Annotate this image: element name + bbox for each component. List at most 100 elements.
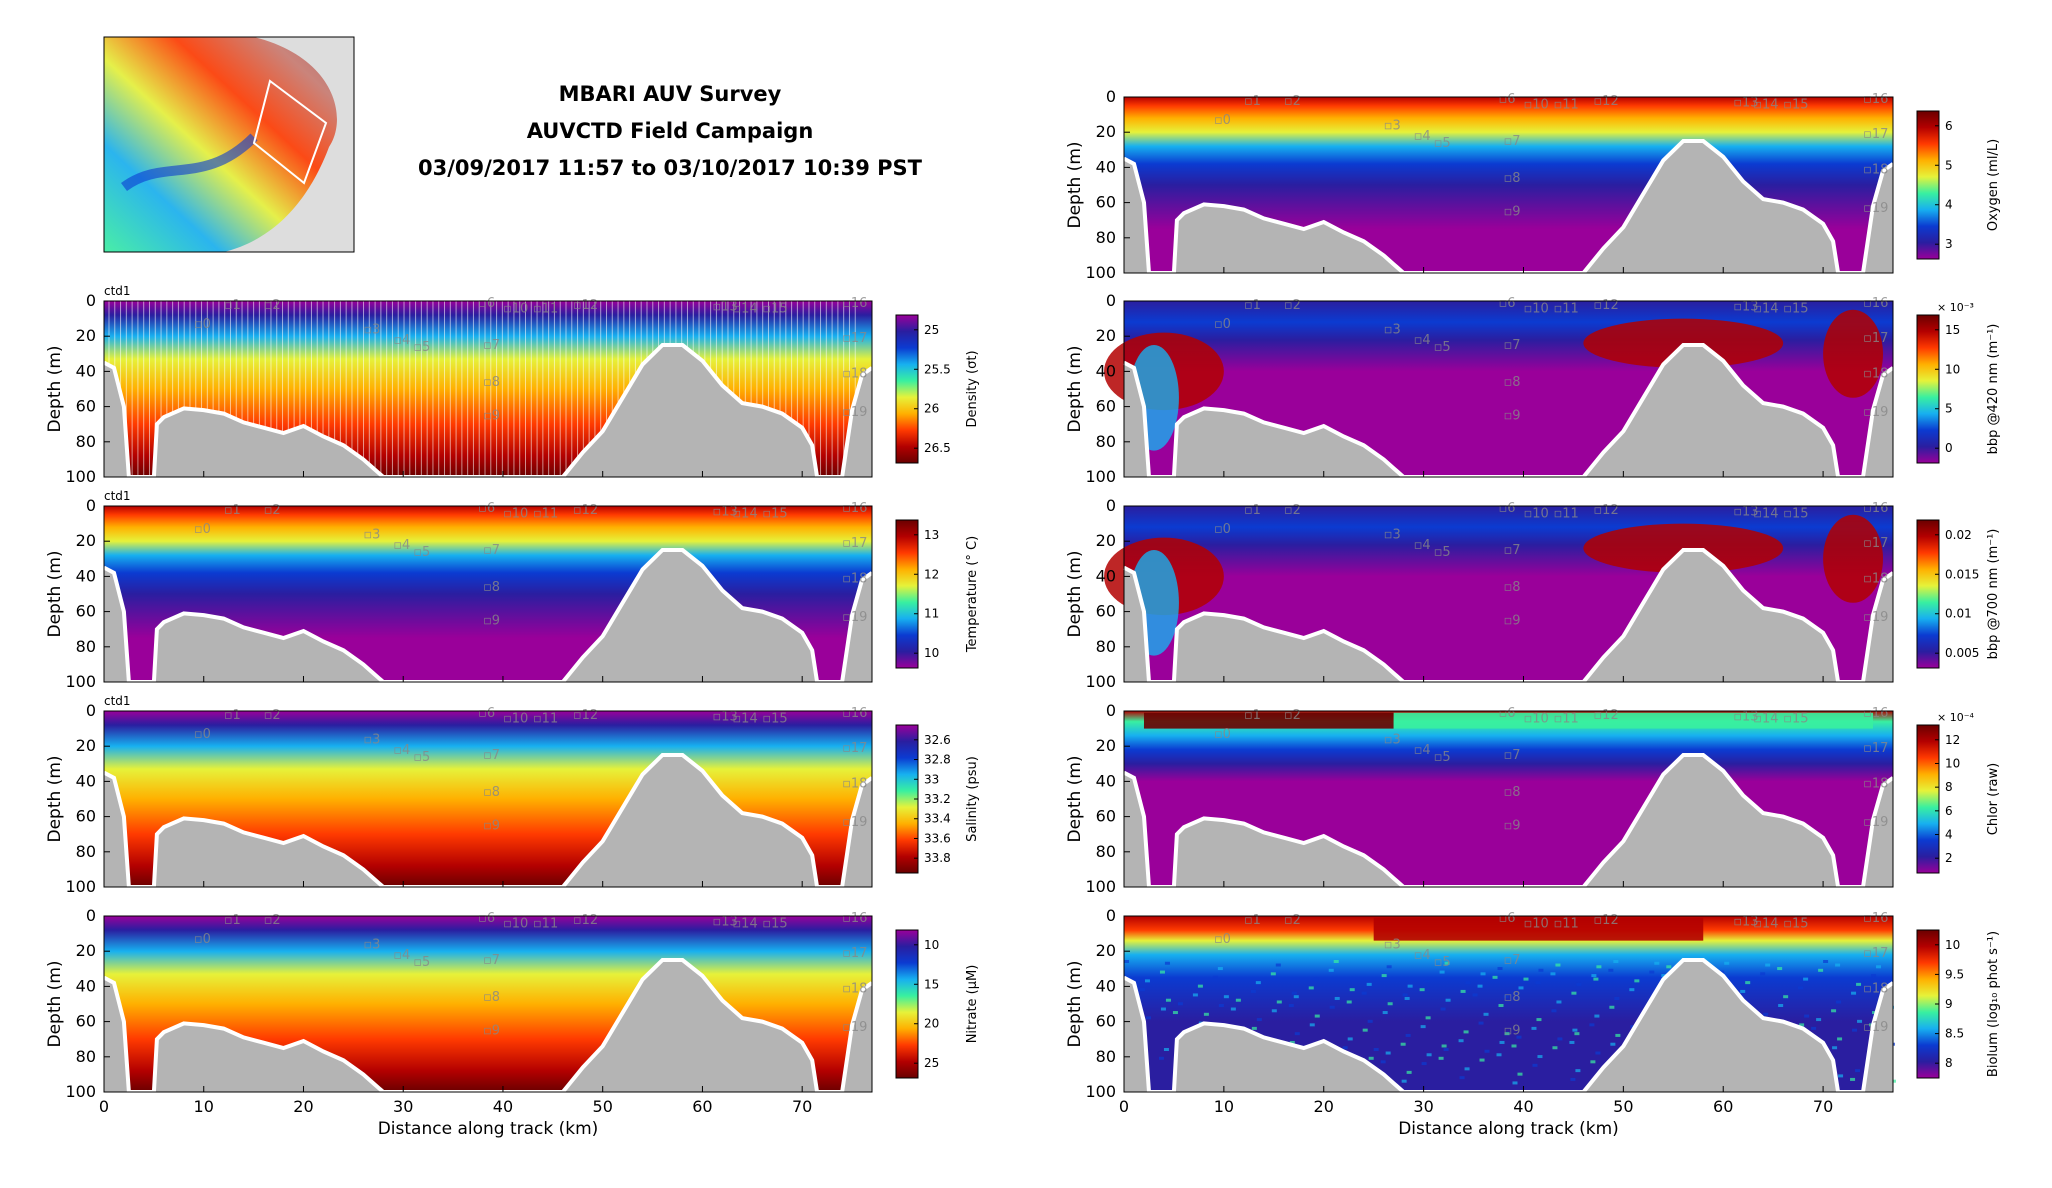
figure-title-line3: 03/09/2017 11:57 to 03/10/2017 10:39 PST xyxy=(417,156,923,180)
station-label: ▫6 xyxy=(1499,911,1516,926)
colorbar-tick-label: 9.5 xyxy=(1945,967,1964,981)
y-tick-label: 100 xyxy=(1085,672,1116,691)
station-label: ▫15 xyxy=(1783,301,1808,316)
station-label: ▫13 xyxy=(712,300,737,315)
station-label: ▫8 xyxy=(1504,580,1521,595)
colorbar-tick-label: 2 xyxy=(1945,851,1953,865)
y-tick-label: 20 xyxy=(1096,736,1116,755)
station-label: ▫9 xyxy=(1504,819,1521,834)
station-label: ▫9 xyxy=(1504,409,1521,424)
station-label: ▫7 xyxy=(1504,338,1521,353)
station-label: ▫13 xyxy=(1733,96,1758,111)
station-label: ▫13 xyxy=(1733,300,1758,315)
y-tick-label: 60 xyxy=(76,807,96,826)
station-label: ▫18 xyxy=(842,366,867,381)
colorbar-tick-label: 6 xyxy=(1945,804,1953,818)
x-tick-label: 40 xyxy=(493,1097,513,1116)
station-label: ▫2 xyxy=(264,708,281,723)
colorbar-tick-label: 33.6 xyxy=(924,831,951,845)
station-label: ▫19 xyxy=(1863,405,1888,420)
station-label: ▫1 xyxy=(224,708,241,723)
station-label: ▫0 xyxy=(1214,522,1231,537)
station-label: ▫12 xyxy=(573,503,598,518)
y-tick-label: 0 xyxy=(1106,87,1116,106)
station-label: ▫11 xyxy=(1553,916,1578,931)
oxygen-colorbar-label: Oxygen (ml/L) xyxy=(1986,139,2001,231)
y-tick-label: 80 xyxy=(1096,432,1116,451)
colorbar-tick-label: 9 xyxy=(1945,997,1953,1011)
y-tick-label: 40 xyxy=(1096,157,1116,176)
y-tick-label: 20 xyxy=(76,326,96,345)
station-label: ▫2 xyxy=(1284,708,1301,723)
bathymetry-inset-map xyxy=(103,36,355,253)
station-label: ▫0 xyxy=(194,317,211,332)
y-tick-label: 60 xyxy=(1096,1012,1116,1031)
biolum-colorbar-label: Biolum (log₁₀ phot s⁻¹) xyxy=(1986,931,2001,1077)
bbp700-seafloor xyxy=(1124,550,1893,682)
y-tick-label: 20 xyxy=(1096,531,1116,550)
y-tick-label: 80 xyxy=(76,842,96,861)
colorbar-tick-label: 10 xyxy=(924,938,939,952)
station-label: ▫7 xyxy=(1504,543,1521,558)
station-label: ▫7 xyxy=(1504,953,1521,968)
x-tick-label: 40 xyxy=(1513,1097,1533,1116)
colorbar-tick-label: 0.005 xyxy=(1945,646,1979,660)
station-label: ▫7 xyxy=(1504,748,1521,763)
station-label: ▫9 xyxy=(1504,1024,1521,1039)
station-label: ▫0 xyxy=(1214,113,1231,128)
station-label: ▫1 xyxy=(224,503,241,518)
colorbar-tick-label: 10 xyxy=(1945,362,1960,376)
station-label: ▫19 xyxy=(842,405,867,420)
station-label: ▫17 xyxy=(1863,741,1888,756)
station-label: ▫15 xyxy=(1783,97,1808,112)
x-tick-label: 30 xyxy=(393,1097,413,1116)
chlor-colorbar xyxy=(1916,724,1940,874)
station-label: ▫6 xyxy=(1499,92,1516,107)
station-label: ▫2 xyxy=(1284,94,1301,109)
colorbar-tick-label: 3 xyxy=(1945,237,1953,251)
panel-biolum: ▫1 ▫2 ▫3 ▫4 ▫5 ▫6 ▫7 ▫8 ▫9 ▫10 ▫11 ▫12 ▫13▫14 ▫15 ▫16 ▫… xyxy=(1065,906,2001,1139)
station-label: ▫13 xyxy=(712,505,737,520)
station-label: ▫18 xyxy=(1863,981,1888,996)
y-tick-label: 80 xyxy=(1096,637,1116,656)
x-tick-label: 0 xyxy=(99,1097,109,1116)
salinity-colorbar-label: Salinity (psu) xyxy=(965,756,980,842)
colorbar-tick-label: 0.02 xyxy=(1945,528,1972,542)
bbp700-colorbar xyxy=(1916,519,1940,669)
station-label: ▫3 xyxy=(363,732,380,747)
station-label: ▫3 xyxy=(363,527,380,542)
y-axis-label: Depth (m) xyxy=(45,345,65,432)
colorbar-tick-label: 32.8 xyxy=(924,753,951,767)
station-label: ▫12 xyxy=(1593,298,1618,313)
station-label: ▫9 xyxy=(483,409,500,424)
station-label: ▫18 xyxy=(842,776,867,791)
colorbar-tick-label: 25 xyxy=(924,1056,939,1070)
station-label: ▫8 xyxy=(483,580,500,595)
station-label: ▫11 xyxy=(1553,711,1578,726)
bbp420-colorbar xyxy=(1916,314,1940,464)
colorbar-tick-label: 4 xyxy=(1945,198,1953,212)
station-label: ▫2 xyxy=(264,503,281,518)
station-label: ▫19 xyxy=(1863,1020,1888,1035)
y-tick-label: 100 xyxy=(1085,263,1116,282)
panel-salinity: ▫1 ▫2 ▫3 ▫4 ▫5 ▫6 ▫7 ▫8 ▫9 ▫10 ▫11 ▫12 ▫13▫14 ▫15 ▫16 ▫… xyxy=(45,694,980,896)
station-label: ▫9 xyxy=(483,1024,500,1039)
station-label: ▫4 xyxy=(1414,538,1431,553)
station-label: ▫2 xyxy=(264,298,281,313)
station-label: ▫16 xyxy=(1863,911,1888,926)
panel-bbp700: ▫1 ▫2 ▫3 ▫4 ▫5 ▫6 ▫7 ▫8 ▫9 ▫10 ▫11 ▫12 ▫13▫14 ▫15 ▫16 ▫… xyxy=(1065,496,2001,691)
station-label: ▫13 xyxy=(1733,915,1758,930)
colorbar-tick-label: 10 xyxy=(924,646,939,660)
colorbar-tick-label: 5 xyxy=(1945,158,1953,172)
station-label: ▫13 xyxy=(712,710,737,725)
temperature-colorbar-label: Temperature (° C) xyxy=(965,536,980,653)
x-tick-label: 50 xyxy=(593,1097,613,1116)
station-label: ▫7 xyxy=(483,543,500,558)
station-label: ▫3 xyxy=(1384,322,1401,337)
station-label: ▫12 xyxy=(1593,913,1618,928)
station-label: ▫5 xyxy=(413,340,430,355)
y-axis-label: Depth (m) xyxy=(45,550,65,637)
y-tick-label: 60 xyxy=(1096,397,1116,416)
x-tick-label: 70 xyxy=(1813,1097,1833,1116)
station-label: ▫11 xyxy=(1553,506,1578,521)
